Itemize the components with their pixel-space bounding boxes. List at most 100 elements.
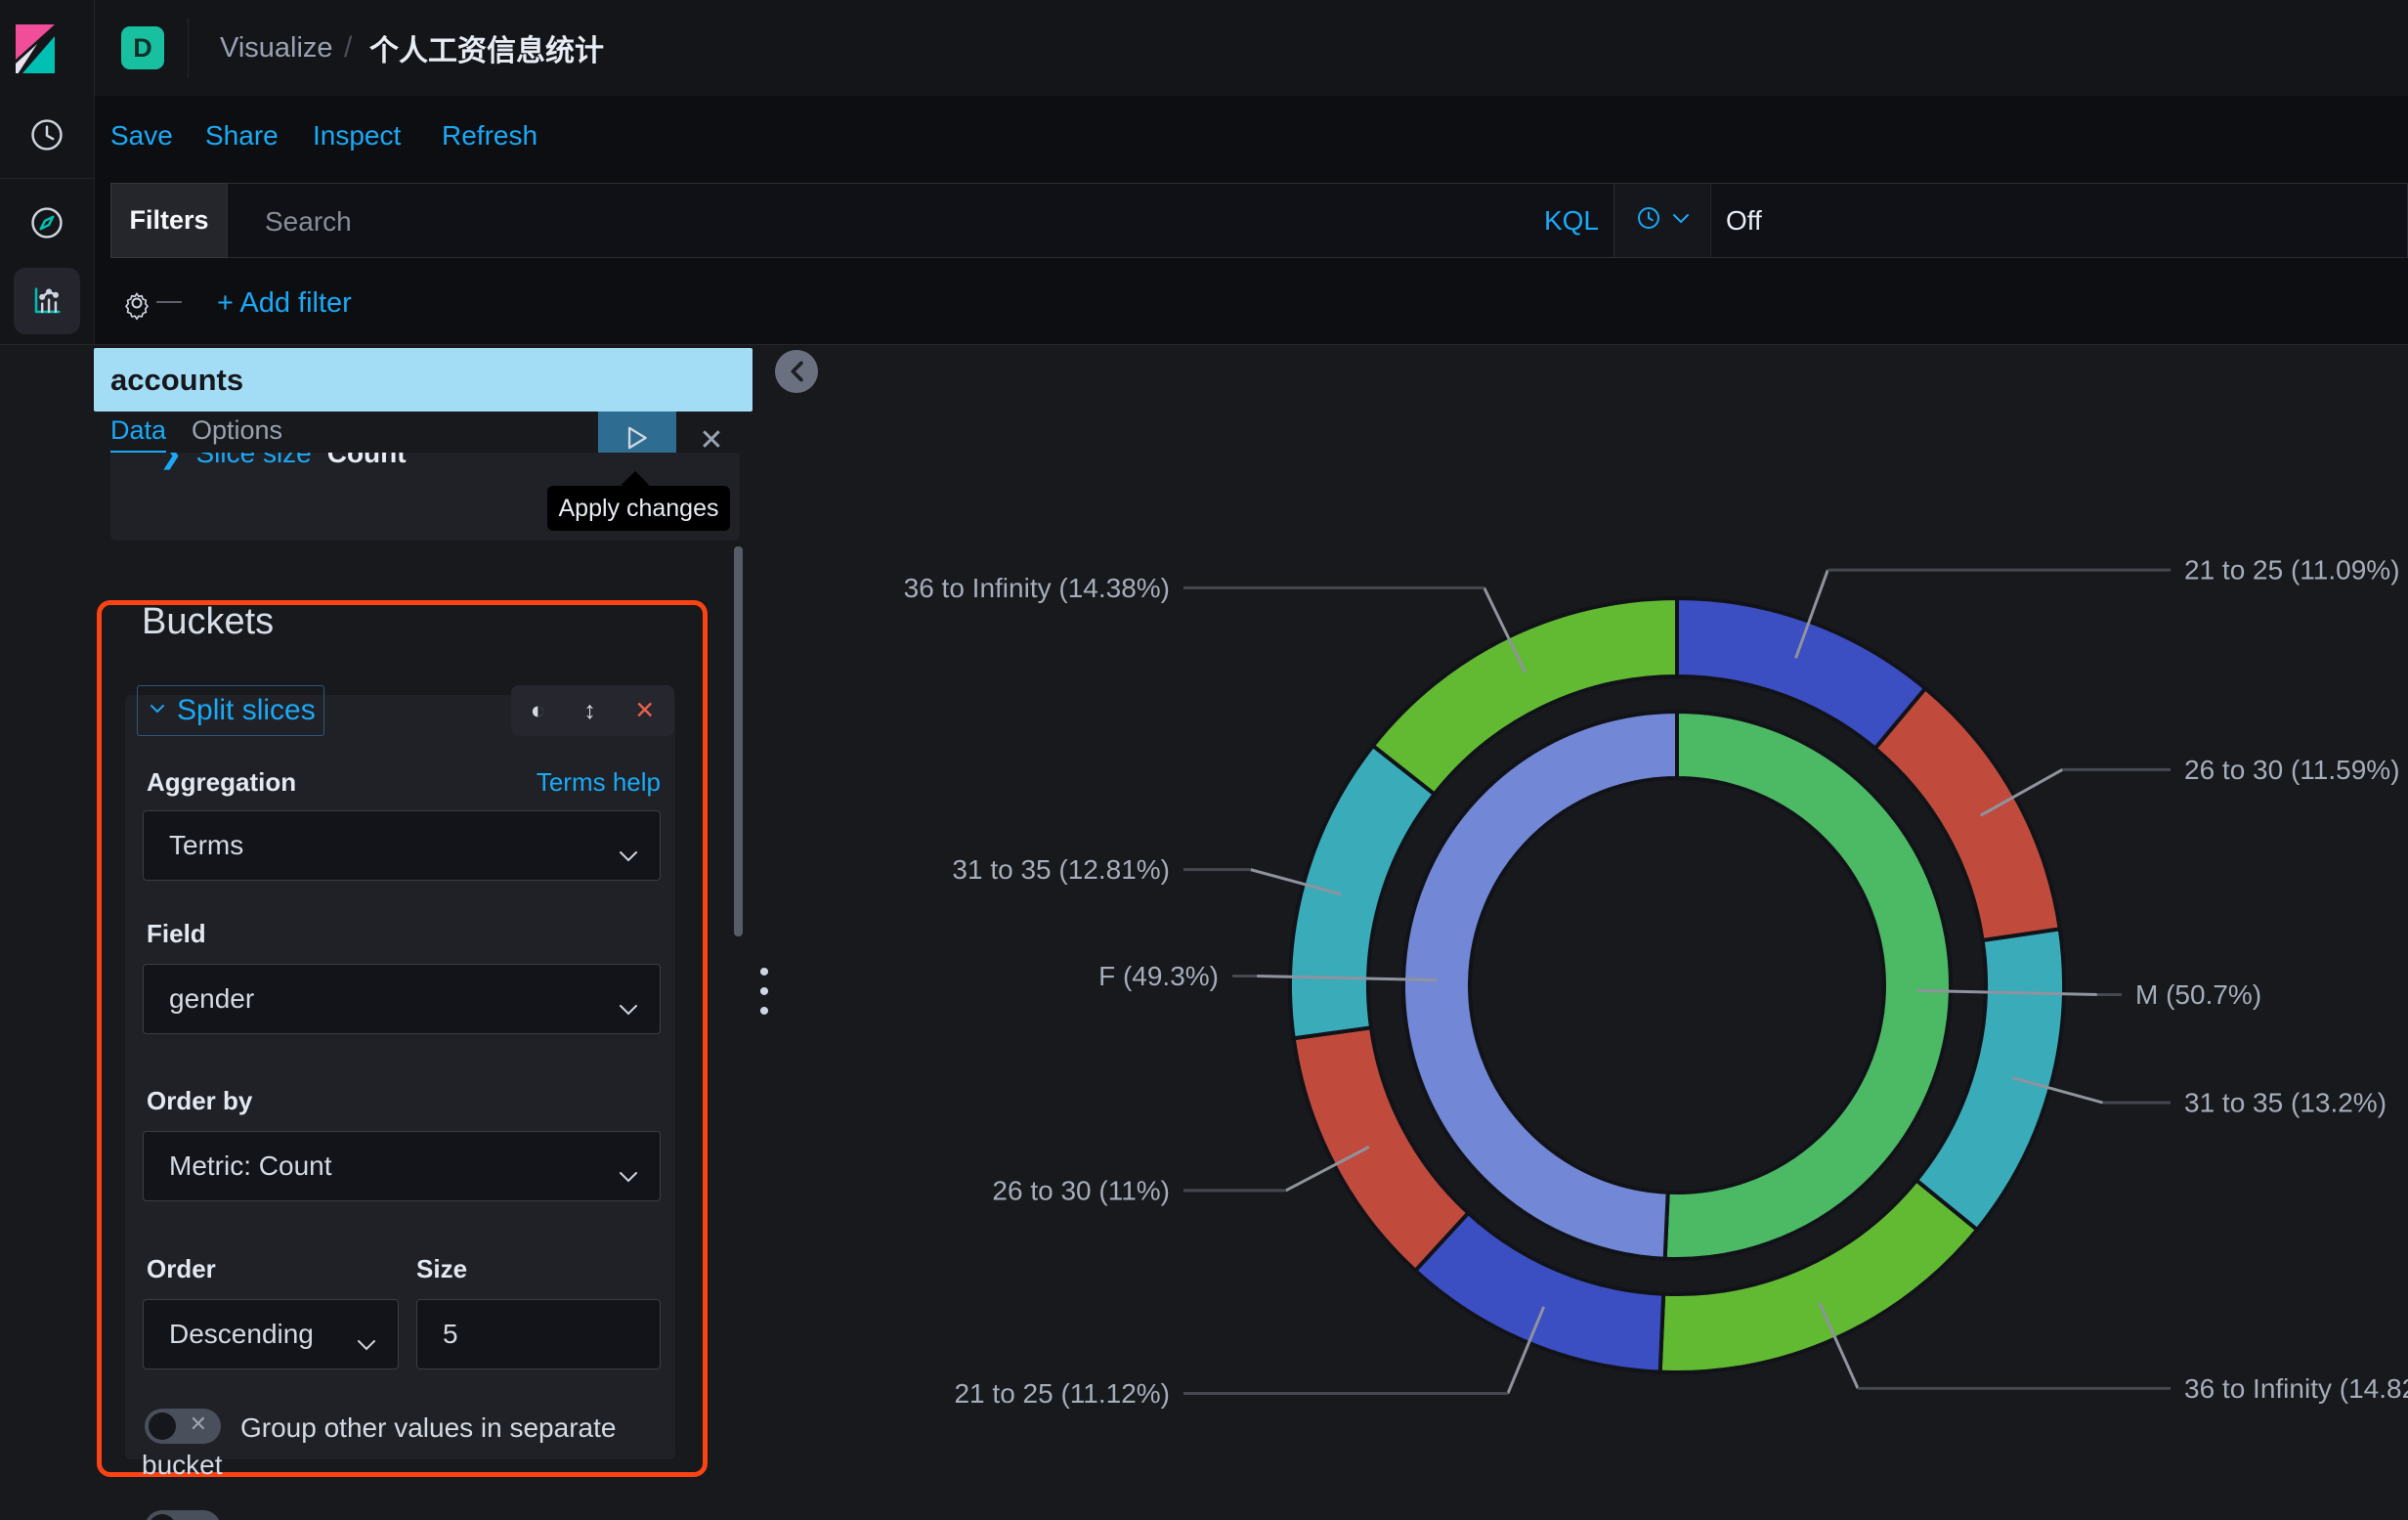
collapse-panel-button[interactable] <box>775 350 818 393</box>
chevron-right-icon: ❯ <box>159 453 183 469</box>
order-by-value: Metric: Count <box>169 1151 332 1181</box>
chevron-down-icon <box>619 992 638 1023</box>
missing-values-toggle[interactable] <box>145 1510 221 1520</box>
query-search-box: KQL <box>227 183 1617 259</box>
slice-label: 36 to Infinity (14.38%) <box>904 573 1170 603</box>
close-icon: ✕ <box>699 423 724 456</box>
filter-settings-gear-icon[interactable] <box>119 285 154 326</box>
size-input[interactable] <box>417 1300 660 1368</box>
group-other-toggle[interactable]: ✕ <box>145 1409 221 1444</box>
breadcrumb-separator: / <box>344 31 353 64</box>
label-leader-line <box>1818 1302 1860 1389</box>
refresh-button[interactable]: Refresh <box>442 120 538 151</box>
label-leader-line <box>1285 1146 1370 1193</box>
slice-label: 21 to 25 (11.12%) <box>954 1378 1170 1409</box>
label-leader-line <box>1979 768 2064 817</box>
add-filter-row: + Add filter <box>94 262 973 344</box>
buckets-section-title: Buckets <box>142 601 275 642</box>
tab-options[interactable]: Options <box>192 414 283 445</box>
label-leader-line <box>1794 569 1829 659</box>
nav-divider <box>94 0 95 96</box>
label-leader-line <box>1483 586 1526 673</box>
reorder-arrows-icon[interactable]: ↕ <box>583 696 596 724</box>
panel-resize-handle[interactable]: • • • <box>758 956 770 1027</box>
chevron-down-icon <box>1672 212 1690 230</box>
nav-divider-2 <box>188 18 189 78</box>
slice-label: 31 to 35 (13.2%) <box>2184 1088 2386 1118</box>
slice-label: 26 to 30 (11.59%) <box>2184 755 2400 785</box>
field-label: Field <box>147 919 206 948</box>
slice-label: F (49.3%) <box>1098 961 1219 991</box>
breadcrumb-root[interactable]: Visualize <box>220 31 333 64</box>
index-pattern-header[interactable]: accounts <box>94 348 752 412</box>
size-label: Size <box>416 1254 468 1283</box>
donut-chart[interactable]: 21 to 25 (11.09%) 26 to 30 (11.59%) 31 to … <box>752 344 2408 1519</box>
top-navigation-bar: D Visualize / 个人工资信息统计 <box>0 0 2408 97</box>
share-button[interactable]: Share <box>205 120 279 151</box>
discard-changes-button[interactable]: ✕ <box>690 418 733 461</box>
chevron-down-icon <box>619 1159 638 1191</box>
clock-icon <box>25 113 68 156</box>
slice-size-row[interactable]: ❯ Slice size Count <box>159 453 407 475</box>
sidebar-item-visualize[interactable] <box>0 262 94 340</box>
chevron-down-icon <box>619 839 638 870</box>
aggregation-select[interactable]: Terms <box>143 810 661 881</box>
bucket-type-label: Split slices <box>177 694 316 726</box>
sidebar-item-recently-viewed[interactable] <box>0 96 94 174</box>
panel-scrollbar[interactable] <box>734 546 743 936</box>
slice-label: 36 to Infinity (14.82%) <box>2184 1373 2408 1404</box>
refresh-interval-status: Off <box>1726 204 1762 236</box>
toggle-knob <box>149 1514 176 1520</box>
space-avatar[interactable]: D <box>121 26 164 69</box>
slice-size-value: Count <box>326 453 407 468</box>
toggle-enabled-icon[interactable]: ◐ <box>530 696 545 724</box>
play-icon <box>624 424 650 456</box>
save-button[interactable]: Save <box>110 120 173 151</box>
chevron-left-icon <box>791 361 803 382</box>
field-value: gender <box>169 983 255 1014</box>
order-by-label: Order by <box>147 1086 253 1115</box>
slice-label: 26 to 30 (11%) <box>992 1175 1170 1205</box>
tab-data[interactable]: Data <box>110 412 167 455</box>
bar-chart-icon <box>25 280 68 323</box>
time-bar-divider <box>1710 184 1711 257</box>
aggregation-label: Aggregation <box>147 767 297 797</box>
clock-small-icon <box>1635 204 1662 237</box>
kibana-logo[interactable] <box>14 24 59 78</box>
slice-F-36-to-Infinity[interactable] <box>1370 595 1679 798</box>
slice-label: M (50.7%) <box>2135 979 2261 1010</box>
bucket-type-button[interactable]: Split slices <box>137 685 324 736</box>
add-filter-button[interactable]: + Add filter <box>217 286 352 319</box>
size-input-wrap <box>416 1299 661 1369</box>
label-leader-line <box>1916 988 2097 996</box>
slice-F[interactable] <box>1401 709 1679 1261</box>
filter-connector-dash <box>156 301 182 303</box>
buckets-highlight-outline <box>97 600 708 1477</box>
terms-help-link[interactable]: Terms help <box>536 767 661 797</box>
slice-M[interactable] <box>1662 709 1953 1261</box>
sidebar-divider <box>0 174 94 184</box>
time-filter-bar: Off <box>1613 183 2408 258</box>
page-title: 个人工资信息统计 <box>369 35 604 67</box>
label-leader-line <box>2011 1076 2104 1105</box>
order-select[interactable]: Descending <box>143 1299 399 1369</box>
inspect-button[interactable]: Inspect <box>313 120 402 151</box>
chevron-down-icon <box>150 702 165 719</box>
filters-button[interactable]: Filters <box>110 183 228 258</box>
editor-scroll-area: ❯ Slice size Count Buckets Split slices … <box>94 453 752 1520</box>
chevron-down-icon <box>357 1327 376 1359</box>
field-select[interactable]: gender <box>143 964 661 1034</box>
apply-changes-tooltip: Apply changes <box>547 486 730 531</box>
toggle-off-x-icon: ✕ <box>189 1411 207 1436</box>
kql-toggle[interactable]: KQL <box>1543 204 1599 236</box>
order-by-select[interactable]: Metric: Count <box>143 1131 661 1201</box>
remove-bucket-icon[interactable]: ✕ <box>634 697 656 724</box>
aggregation-value: Terms <box>169 830 244 860</box>
bucket-toolbar: ◐ ↕ ✕ <box>511 685 674 736</box>
group-other-label-line2: bucket <box>142 1450 223 1480</box>
order-value: Descending <box>169 1319 314 1349</box>
sidebar-item-discover[interactable] <box>0 184 94 262</box>
compass-icon <box>25 201 68 244</box>
time-picker-button[interactable] <box>1614 184 1709 257</box>
search-input[interactable] <box>263 184 1518 259</box>
